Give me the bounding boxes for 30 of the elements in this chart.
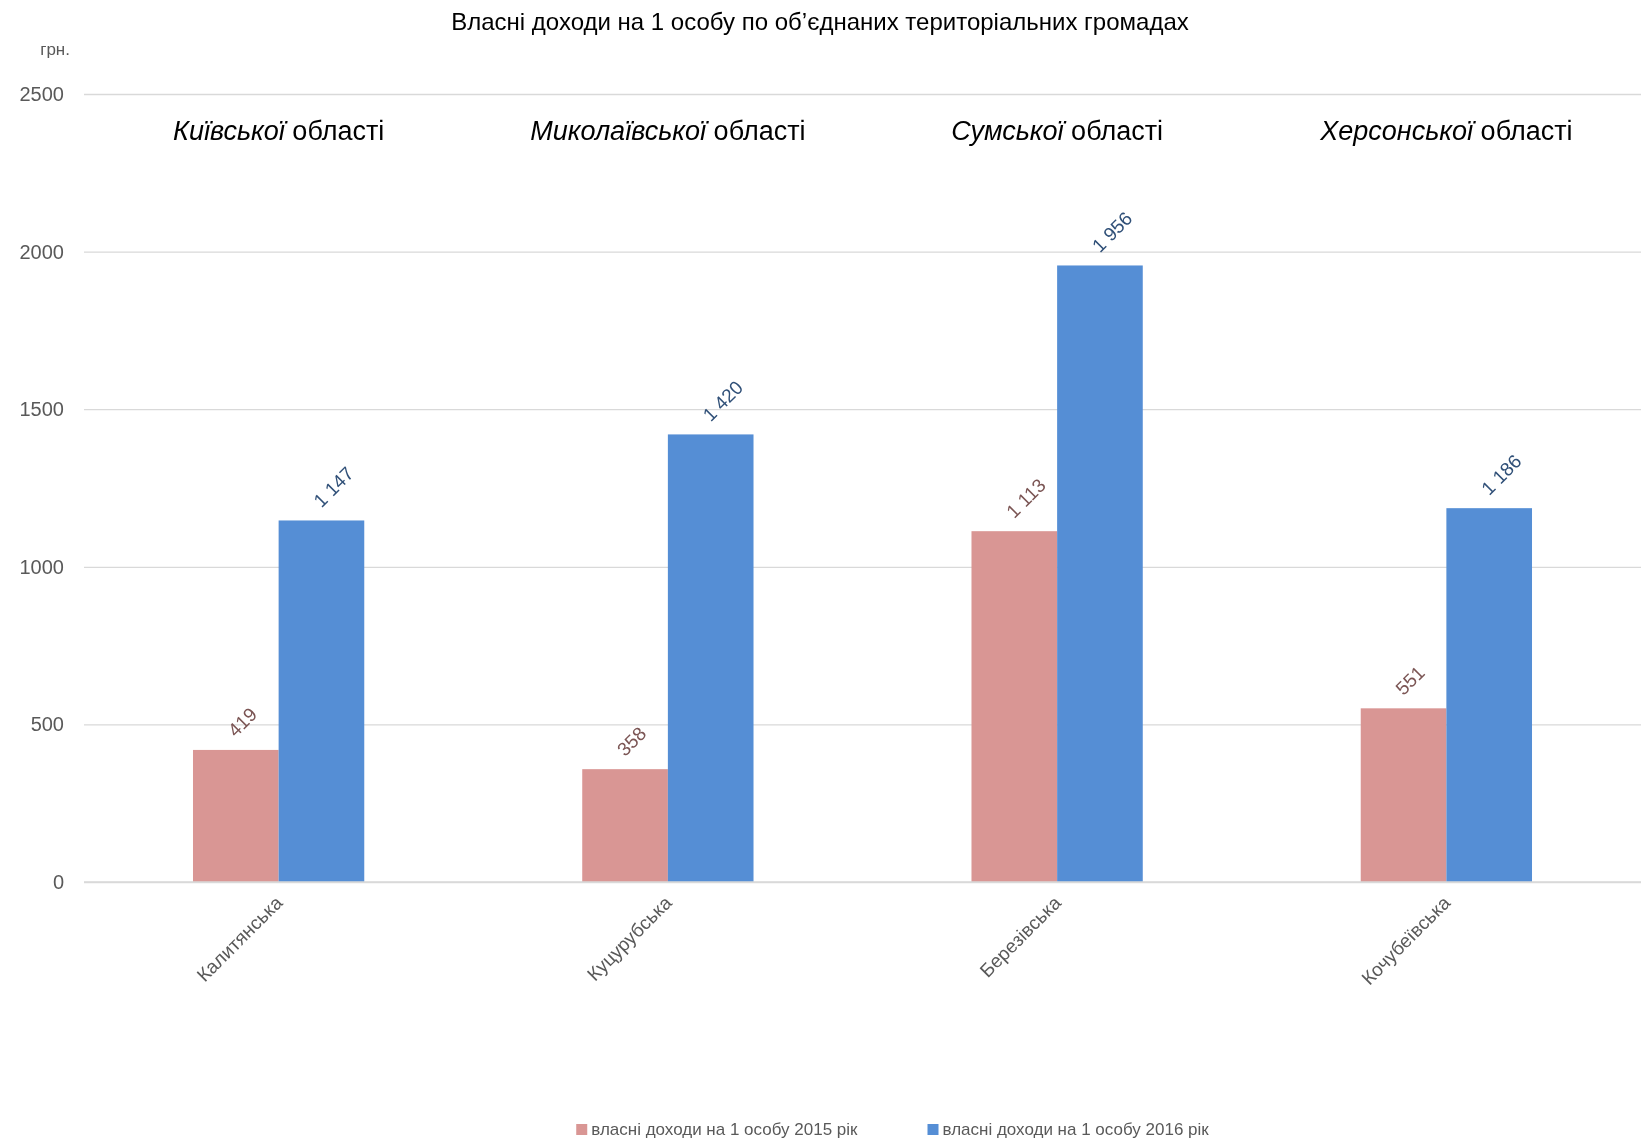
y-tick-label: 500 (30, 713, 64, 736)
chart-title: Власні доходи на 1 особу по об’єднаних територіальних громадах (451, 8, 1189, 35)
annotation: Миколаївської області (530, 116, 806, 146)
bar (192, 749, 279, 882)
y-tick-label: 1500 (19, 398, 64, 421)
data-label: 1 956 (1087, 207, 1137, 257)
bar (278, 520, 365, 882)
legend-label: власні доходи на 1 особу 2016 рік (942, 1120, 1210, 1139)
data-label: 358 (613, 722, 651, 760)
bar (1057, 265, 1143, 882)
data-label: 1 113 (1002, 474, 1050, 523)
legend-label: власні доходи на 1 особу 2015 рік (591, 1120, 859, 1139)
y-tick-label: 1000 (19, 555, 64, 578)
bar (667, 434, 754, 882)
data-label: 1 147 (309, 462, 358, 512)
data-label: 1 186 (1477, 450, 1526, 499)
bar (582, 769, 668, 882)
bar (1446, 508, 1533, 882)
annotation: Херсонської області (1319, 116, 1573, 146)
data-label: 551 (1391, 661, 1429, 700)
bar (971, 531, 1058, 882)
data-label: 1 420 (698, 376, 748, 426)
y-tick-label: 2500 (19, 82, 64, 105)
annotation: Київської області (172, 116, 385, 146)
y-tick-label: 2000 (19, 240, 64, 263)
data-label: 419 (223, 703, 262, 741)
bar (1360, 708, 1447, 882)
annotation: Сумської області (951, 116, 1164, 146)
y-axis-title: грн. (40, 40, 70, 59)
y-tick-label: 0 (52, 870, 64, 893)
